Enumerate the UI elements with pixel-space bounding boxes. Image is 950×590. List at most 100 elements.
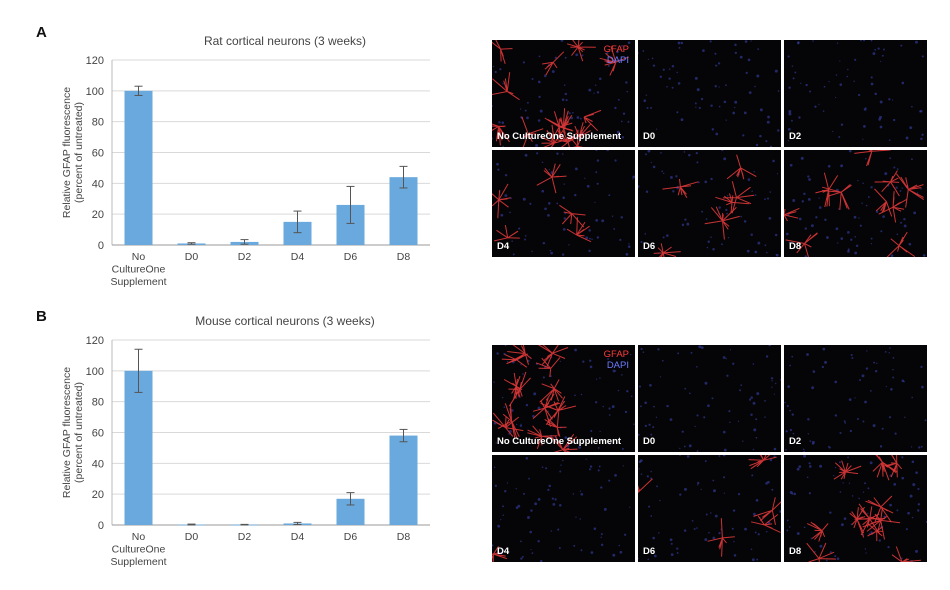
dapi-dot (803, 192, 806, 196)
dapi-dot (564, 436, 568, 440)
dapi-dot (844, 421, 847, 424)
dapi-dot (742, 440, 744, 442)
dapi-dot (568, 112, 571, 115)
dapi-dot (779, 509, 781, 513)
dapi-dot (547, 410, 550, 412)
dapi-dot (711, 128, 715, 131)
dapi-dot (693, 528, 696, 530)
dapi-dot (582, 360, 585, 363)
micrograph-image (638, 40, 780, 147)
dapi-dot (796, 532, 800, 536)
dapi-dot (714, 85, 717, 88)
dapi-dot (621, 374, 623, 376)
dapi-dot (752, 512, 756, 516)
tile-label: D4 (497, 546, 510, 557)
gfap-cell (583, 109, 602, 132)
dapi-dot (904, 416, 906, 419)
y-tick-label: 80 (92, 117, 104, 129)
dapi-dot (884, 351, 887, 353)
dapi-dot (812, 370, 816, 373)
dapi-dot (754, 250, 758, 254)
dapi-dot (725, 357, 727, 360)
dapi-dot (901, 379, 905, 383)
dapi-dot (770, 377, 774, 380)
dapi-dot (645, 94, 648, 96)
dapi-dot (530, 509, 533, 512)
dapi-dot (707, 404, 710, 408)
dapi-dot (737, 420, 740, 422)
dapi-dot (632, 178, 634, 180)
dapi-dot (864, 548, 867, 550)
dapi-dot (733, 106, 736, 109)
dapi-dot (925, 520, 927, 523)
dapi-dot (733, 540, 735, 543)
dapi-dot (721, 243, 723, 246)
dapi-dot (650, 244, 653, 247)
gfap-cell (547, 108, 573, 134)
dapi-dot (843, 420, 846, 423)
dapi-dot (589, 359, 592, 362)
dapi-dot (510, 409, 514, 412)
dapi-dot (881, 427, 884, 430)
dapi-dot (593, 527, 597, 530)
gfap-cell (878, 191, 908, 223)
dapi-dot (725, 208, 728, 212)
dapi-dot (911, 460, 915, 464)
dapi-dot (630, 353, 632, 356)
dapi-dot (747, 58, 751, 62)
dapi-dot (544, 134, 547, 137)
y-axis-label-units: (percent of untreated) (73, 382, 85, 483)
dapi-dot (791, 119, 793, 122)
dapi-dot (853, 80, 855, 83)
dapi-dot (789, 409, 792, 412)
gfap-cell (638, 478, 653, 494)
dapi-dot (504, 490, 507, 493)
dapi-dot (866, 350, 868, 352)
dapi-dot (659, 376, 662, 378)
dapi-dot (896, 509, 899, 512)
gfap-cell (539, 379, 563, 403)
dapi-dot (612, 553, 616, 557)
gfap-cell (540, 396, 577, 426)
dapi-dot (888, 352, 890, 354)
gfap-cell (881, 455, 903, 478)
dapi-dot (850, 353, 853, 357)
dapi-dot (704, 381, 708, 385)
dapi-dot (596, 236, 600, 239)
gfap-cell (492, 546, 507, 562)
dapi-dot (787, 385, 791, 388)
dapi-dot (853, 215, 857, 219)
dapi-dot (656, 485, 658, 488)
bar (389, 435, 418, 525)
dapi-dot (764, 244, 767, 247)
gfap-cell (599, 45, 629, 76)
dapi-dot (802, 448, 805, 451)
dapi-dot (791, 65, 794, 67)
dapi-dot (788, 112, 792, 116)
x-tick-label: D0 (185, 531, 199, 543)
dapi-dot (916, 192, 919, 194)
dapi-dot (686, 222, 690, 226)
dapi-dot (807, 433, 810, 435)
dapi-dot (837, 242, 839, 244)
dapi-dot (744, 40, 748, 43)
dapi-dot (743, 220, 747, 223)
dapi-dot (625, 81, 628, 84)
dapi-dot (646, 106, 649, 109)
dapi-dot (670, 553, 674, 556)
dapi-dot (825, 559, 828, 562)
dapi-dot (574, 348, 577, 352)
dapi-dot (754, 85, 756, 88)
dapi-dot (539, 109, 543, 113)
dapi-dot (744, 527, 747, 531)
dapi-dot (865, 552, 867, 554)
dapi-dot (679, 455, 681, 456)
dapi-dot (584, 177, 586, 179)
dapi-dot (585, 236, 589, 240)
dapi-dot (520, 364, 522, 366)
dapi-dot (777, 129, 780, 132)
dapi-dot (579, 518, 581, 520)
dapi-dot (647, 558, 650, 561)
dapi-dot (519, 108, 522, 110)
dapi-dot (591, 238, 593, 240)
